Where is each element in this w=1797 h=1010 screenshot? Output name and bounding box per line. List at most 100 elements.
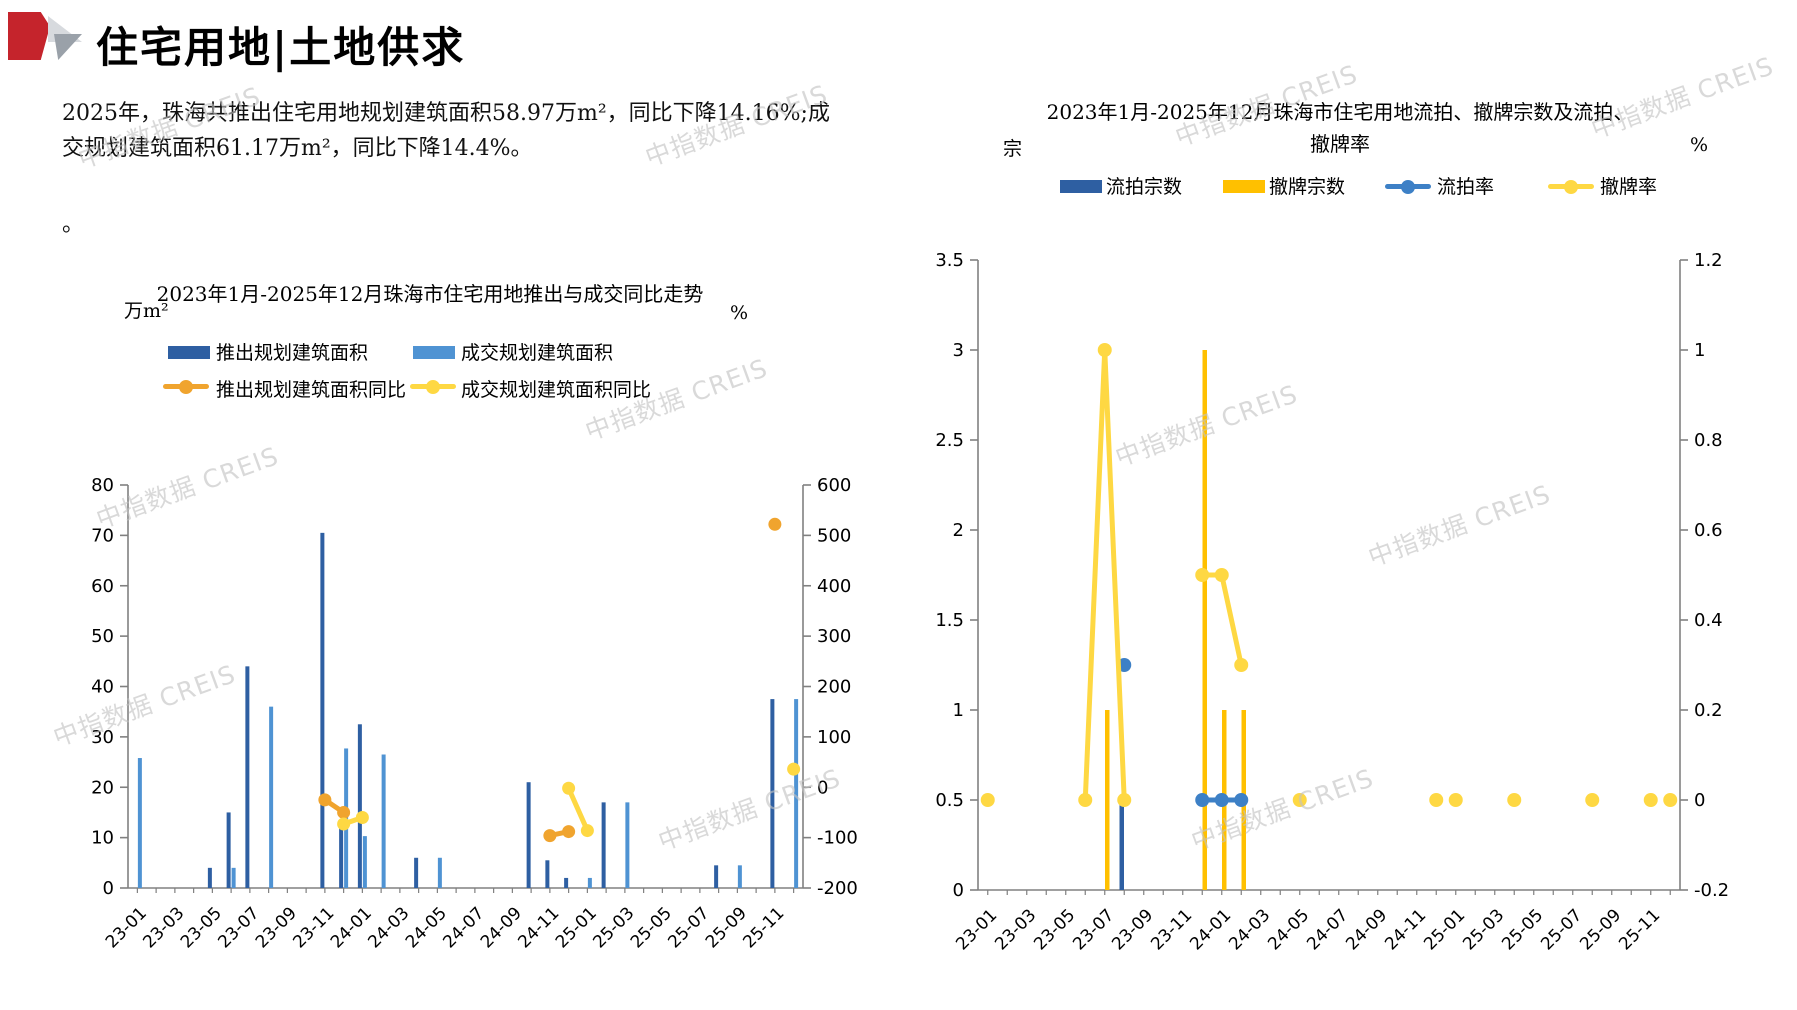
svg-text:100: 100 [817,727,851,748]
svg-text:0: 0 [953,880,964,901]
svg-text:25-07: 25-07 [1537,905,1586,954]
page-title: 住宅用地|土地供求 [96,23,466,72]
svg-text:24-09: 24-09 [1342,905,1391,954]
svg-text:10: 10 [91,828,114,849]
legend-label: 撤牌率 [1600,176,1658,198]
svg-text:1.5: 1.5 [935,610,964,631]
svg-text:25-09: 25-09 [1576,905,1625,954]
svg-text:25-11: 25-11 [1615,905,1664,954]
svg-text:23-01: 23-01 [952,905,1001,954]
legend-dot [179,379,193,394]
creis-logo [8,12,82,60]
legend-swatch-liupai-bar [1060,180,1102,193]
svg-text:23-01: 23-01 [102,903,151,952]
svg-text:23-03: 23-03 [139,903,188,952]
svg-text:80: 80 [91,475,114,496]
svg-text:600: 600 [817,475,851,496]
svg-text:25-07: 25-07 [664,903,713,952]
svg-text:24-11: 24-11 [514,903,563,952]
svg-text:24-07: 24-07 [439,903,488,952]
svg-text:0.8: 0.8 [1694,430,1723,451]
svg-text:0.2: 0.2 [1694,700,1723,721]
svg-text:2.5: 2.5 [935,430,964,451]
legend-swatch-tuichu-bar [168,346,210,359]
legend-marker-liupai-rate-line [1385,179,1431,194]
svg-text:23-03: 23-03 [991,905,1040,954]
svg-text:24-09: 24-09 [477,903,526,952]
legend-dot [1401,179,1415,194]
right-chart-unit-left: 宗 [1003,138,1023,160]
svg-text:25-05: 25-05 [627,903,676,952]
svg-text:24-05: 24-05 [1264,905,1313,954]
svg-text:24-05: 24-05 [402,903,451,952]
svg-text:0.4: 0.4 [1694,610,1723,631]
svg-text:0.5: 0.5 [935,790,964,811]
svg-text:40: 40 [91,677,114,698]
legend-swatch-chepai-bar [1223,180,1265,193]
legend-label: 撤牌宗数 [1269,176,1346,198]
svg-text:23-11: 23-11 [1147,905,1196,954]
svg-text:24-01: 24-01 [327,903,376,952]
svg-text:0.6: 0.6 [1694,520,1723,541]
svg-text:2: 2 [953,520,964,541]
legend-label: 成交规划建筑面积 [461,342,614,364]
svg-text:1: 1 [1694,340,1705,361]
legend-dot [1564,179,1578,194]
right-chart-unit-right: % [1690,134,1709,156]
svg-text:23-09: 23-09 [1108,905,1157,954]
left-chart-unit-left: 万m² [124,300,169,322]
svg-text:3.5: 3.5 [935,250,964,271]
legend-swatch-chengjiao-bar [413,346,455,359]
svg-text:23-11: 23-11 [289,903,338,952]
svg-text:25-03: 25-03 [589,903,638,952]
legend-marker-tuichu-yoy-line [163,379,209,394]
svg-text:24-07: 24-07 [1303,905,1352,954]
svg-text:23-05: 23-05 [1030,905,1079,954]
svg-text:3: 3 [953,340,964,361]
svg-text:0: 0 [103,878,114,899]
svg-text:23-07: 23-07 [214,903,263,952]
legend-marker-chepai-rate-line [1548,179,1594,194]
svg-text:50: 50 [91,626,114,647]
legend-label: 流拍宗数 [1106,176,1183,198]
svg-text:24-03: 24-03 [1225,905,1274,954]
left-chart-unit-right: % [730,302,749,324]
svg-text:24-03: 24-03 [364,903,413,952]
svg-text:0: 0 [1694,790,1705,811]
svg-text:400: 400 [817,576,851,597]
legend-marker-chengjiao-yoy-line [410,379,456,394]
left-chart-plot: 0 10 20 30 40 50 60 70 80 -200 -100 0 100 200 300 400 50… [91,475,858,952]
svg-text:300: 300 [817,626,851,647]
logo-gray-shape-dark [54,34,82,60]
legend-label: 成交规划建筑面积同比 [461,379,652,401]
svg-text:-100: -100 [817,828,858,849]
svg-text:200: 200 [817,677,851,698]
svg-text:500: 500 [817,525,851,546]
svg-text:25-01: 25-01 [1420,905,1469,954]
svg-text:-200: -200 [817,878,858,899]
logo-red-shape [8,12,50,60]
svg-text:-0.2: -0.2 [1694,880,1729,901]
legend-label: 流拍率 [1437,176,1495,198]
svg-text:25-09: 25-09 [702,903,751,952]
svg-text:25-11: 25-11 [739,903,788,952]
svg-text:1.2: 1.2 [1694,250,1723,271]
svg-text:20: 20 [91,777,114,798]
svg-text:24-01: 24-01 [1186,905,1235,954]
svg-text:0: 0 [817,777,828,798]
svg-text:60: 60 [91,576,114,597]
svg-text:1: 1 [953,700,964,721]
legend-label: 推出规划建筑面积 [216,342,369,364]
stray-period: 。 [62,212,85,237]
svg-text:25-03: 25-03 [1459,905,1508,954]
svg-text:23-05: 23-05 [177,903,226,952]
svg-text:30: 30 [91,727,114,748]
summary-paragraph: 2025年，珠海共推出住宅用地规划建筑面积58.97万m²，同比下降14.16%… [62,101,830,161]
left-chart-title: 2023年1月-2025年12月珠海市住宅用地推出与成交同比走势 [156,282,704,306]
svg-text:24-11: 24-11 [1381,905,1430,954]
right-chart-plot: 0 0.5 1 1.5 2 2.5 3 3.5 -0.2 0 0.2 0.4 0.6 0.8 1 1.2 23-… [935,250,1729,954]
svg-text:23-07: 23-07 [1069,905,1118,954]
svg-text:25-05: 25-05 [1498,905,1547,954]
svg-text:70: 70 [91,525,114,546]
